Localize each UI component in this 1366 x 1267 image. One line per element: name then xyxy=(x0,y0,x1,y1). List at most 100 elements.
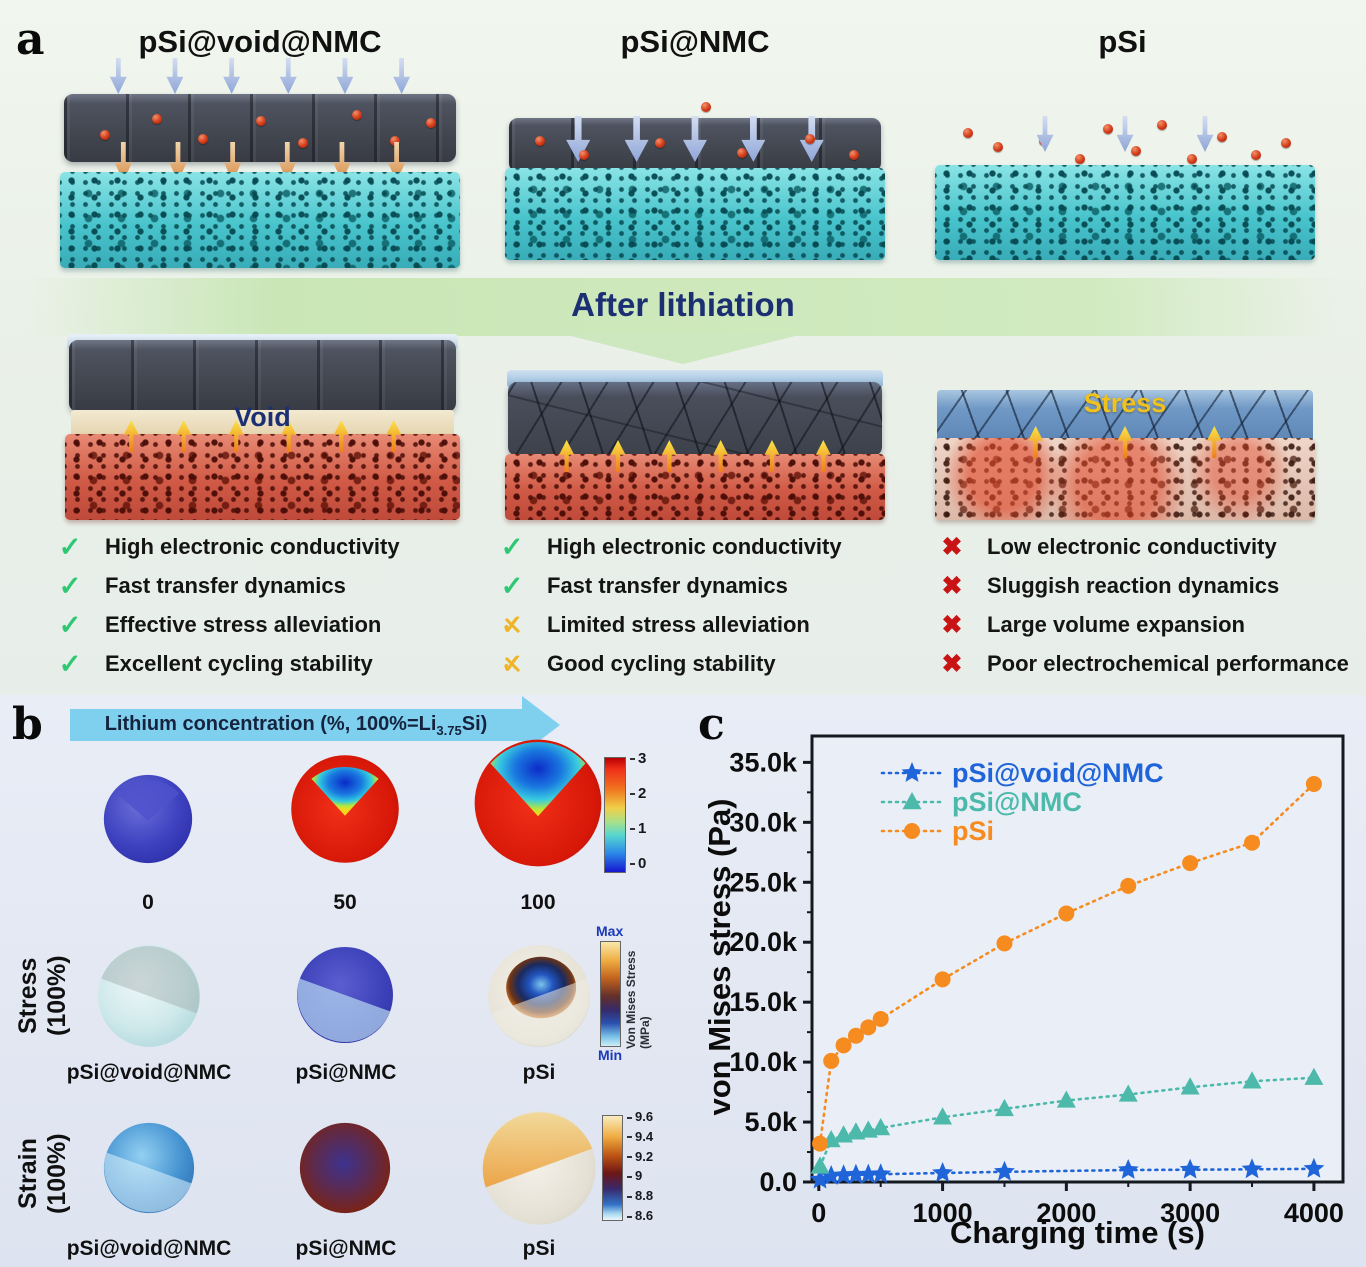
up-arrow-icon xyxy=(1117,426,1133,458)
svg-text:0.0: 0.0 xyxy=(759,1167,797,1197)
li-ion-dot xyxy=(805,134,815,144)
stress-colorbar-label: Von Mises Stress (MPa) xyxy=(624,950,652,1049)
checklist-item: Excellent cycling stability xyxy=(55,651,485,677)
stress-colorbar-max: Max xyxy=(596,923,624,939)
illustration-psi-nmc-after xyxy=(505,332,885,522)
checklist-text: Excellent cycling stability xyxy=(105,651,373,676)
li-ion-dot xyxy=(993,142,1003,152)
lithium-concentration-label: Lithium concentration (%, 100%=Li3.75Si) xyxy=(104,712,488,738)
checklist-text: Poor electrochemical performance xyxy=(987,651,1349,676)
stress-sphere-psi-void-nmc xyxy=(98,945,200,1047)
svg-text:2000: 2000 xyxy=(1036,1198,1096,1228)
after-lithiation-band: After lithiation xyxy=(0,278,1366,336)
checklist-text: Fast transfer dynamics xyxy=(105,573,346,598)
checklist-text: Low electronic conductivity xyxy=(987,534,1277,559)
x-axis-label: Charging time (s) xyxy=(950,1215,1205,1250)
column-title-psi-nmc: pSi@NMC xyxy=(620,24,770,59)
down-arrow-icon xyxy=(279,58,297,94)
checklist-text: Limited stress alleviation xyxy=(547,612,810,637)
checklist-text: High electronic conductivity xyxy=(105,534,400,559)
colorbar-tick: 9 xyxy=(627,1168,653,1183)
checklist-item: Fast transfer dynamics xyxy=(497,573,927,599)
strain-row-label: Strain (100%) xyxy=(14,1133,71,1215)
stress-label: Stress xyxy=(1083,388,1167,418)
colorbar-tick: 1 xyxy=(630,820,646,837)
checklist-text: Effective stress alleviation xyxy=(105,612,382,637)
li-ion-dot xyxy=(1217,132,1227,142)
li-ion-dot xyxy=(535,136,545,146)
cracked-nmc-layer xyxy=(508,382,882,456)
svg-text:20.0k: 20.0k xyxy=(729,927,798,957)
checklist-item: Poor electrochemical performance xyxy=(937,651,1366,677)
colorbar-tick: 8.6 xyxy=(627,1208,653,1223)
panel-c-letter: c xyxy=(698,699,725,750)
checklist-text: Large volume expansion xyxy=(987,612,1245,637)
check-icon xyxy=(497,573,527,600)
concentration-tick-0: 0 xyxy=(142,891,154,914)
stress-sphere-psi-nmc xyxy=(297,947,393,1043)
li-ion-dot xyxy=(298,138,308,148)
y-axis-label: von Mises stress (Pa) xyxy=(702,798,737,1116)
svg-text:15.0k: 15.0k xyxy=(729,987,798,1017)
svg-text:pSi@NMC: pSi@NMC xyxy=(952,787,1082,817)
li-ion-dot xyxy=(737,148,747,158)
stress-arrows xyxy=(935,426,1315,460)
von-mises-stress-chart: 0 1000 2000 3000 4000 0.0 5.0k 10.0k 15.0k 20.0k 2… xyxy=(729,734,1345,1228)
concentration-colorbar xyxy=(604,757,626,873)
li-ion-dot xyxy=(963,128,973,138)
checklist-psi: Low electronic conductivity Sluggish rea… xyxy=(937,534,1366,677)
down-arrow-icon xyxy=(109,58,127,94)
sphere-label: pSi@void@NMC xyxy=(66,1061,232,1084)
concentration-colorbar-ticks: 3 2 1 0 xyxy=(630,750,646,872)
li-flux-arrows xyxy=(505,116,885,162)
svg-text:10.0k: 10.0k xyxy=(729,1047,798,1077)
partial-check-icon xyxy=(497,612,527,639)
sphere-label: pSi xyxy=(522,1237,556,1260)
checklist-item: Large volume expansion xyxy=(937,612,1366,638)
column-title-psi-void-nmc: pSi@void@NMC xyxy=(138,24,382,59)
column-title-psi: pSi xyxy=(1098,24,1147,59)
checklist-item: Effective stress alleviation xyxy=(55,612,485,638)
check-icon xyxy=(497,534,527,561)
li-ion-dot xyxy=(152,114,162,124)
after-lithiation-label: After lithiation xyxy=(571,286,795,323)
up-arrow-icon xyxy=(1206,426,1222,458)
li-ion-dot xyxy=(579,150,589,160)
partial-check-icon xyxy=(497,651,527,678)
svg-text:pSi@void@NMC: pSi@void@NMC xyxy=(952,758,1164,788)
checklist-psi-void-nmc: High electronic conductivity Fast transf… xyxy=(55,534,485,677)
li-ion-dot xyxy=(352,110,362,120)
colorbar-tick: 9.6 xyxy=(627,1109,653,1124)
porous-silicon-layer xyxy=(505,168,885,260)
down-arrow-icon xyxy=(1036,116,1054,152)
svg-text:pSi: pSi xyxy=(952,816,994,846)
up-arrow-icon xyxy=(610,440,626,472)
cross-icon xyxy=(937,535,967,560)
checklist-item: Fast transfer dynamics xyxy=(55,573,485,599)
li-ion-dot xyxy=(1281,138,1291,148)
colorbar-tick: 8.8 xyxy=(627,1188,653,1203)
li-ion-dot xyxy=(390,136,400,146)
check-icon xyxy=(55,651,85,678)
up-arrow-icon xyxy=(764,440,780,472)
down-arrow-icon xyxy=(336,58,354,94)
up-arrow-icon xyxy=(713,440,729,472)
checklist-text: Sluggish reaction dynamics xyxy=(987,573,1280,598)
li-ion-dot xyxy=(100,130,110,140)
svg-text:0: 0 xyxy=(811,1198,826,1228)
down-arrow-icon xyxy=(166,58,184,94)
concentration-sphere-0 xyxy=(103,774,193,864)
li-ion-dot xyxy=(1157,120,1167,130)
stress-relief-arrows xyxy=(65,420,460,454)
illustration-psi-after: Stress xyxy=(935,332,1315,522)
down-arrow-icon xyxy=(682,116,707,162)
colorbar-tick: 2 xyxy=(630,785,646,802)
stress-colorbar-min: Min xyxy=(598,1047,623,1063)
lithium-concentration-arrow: Lithium concentration (%, 100%=Li3.75Si) xyxy=(70,696,560,754)
down-arrow-icon xyxy=(1196,116,1214,152)
concentration-sphere-50 xyxy=(291,755,399,863)
panel-c: c von Mises stress (Pa) Charging time (s… xyxy=(686,695,1366,1267)
up-arrow-icon xyxy=(815,440,831,472)
panel-a-letter: a xyxy=(16,14,45,65)
